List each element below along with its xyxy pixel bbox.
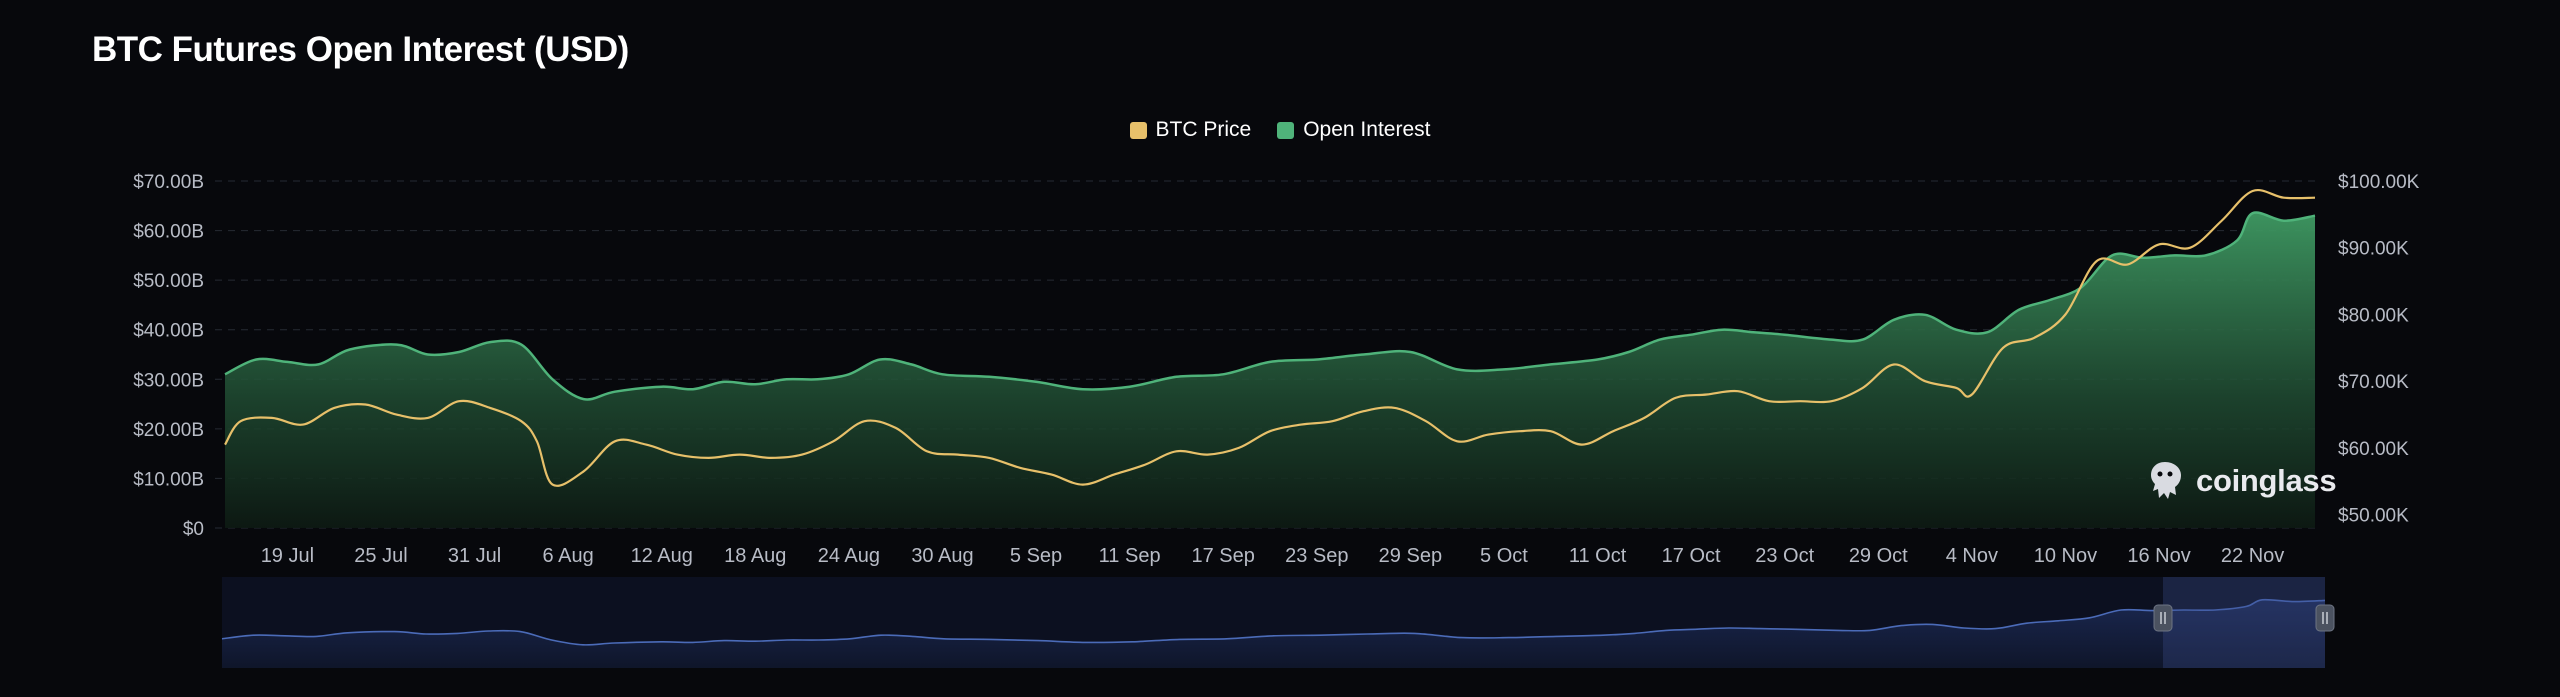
coinglass-watermark: coinglass [2142,458,2337,504]
right-tick-label: $50.00K [2338,506,2409,527]
x-tick-label: 11 Sep [1099,545,1161,567]
x-tick-label: 4 Nov [1946,545,1998,567]
left-tick-label: $20.00B [133,420,204,441]
right-tick-label: $70.00K [2338,372,2409,393]
x-tick-label: 30 Aug [911,545,973,567]
brand-name: coinglass [2196,463,2337,498]
open-interest-series [224,211,2316,528]
navigator-line [221,598,2326,646]
left-tick-label: $70.00B [133,172,204,193]
x-tick-label: 11 Oct [1569,545,1627,567]
right-tick-label: $90.00K [2338,239,2409,260]
open-interest-area [225,212,2315,528]
left-tick-label: $40.00B [133,321,204,342]
right-tick-label: $100.00K [2338,172,2420,193]
left-axis-ticks: $0 $10.00B $20.00B $30.00B $40.00B $50.00B $60… [133,172,204,540]
x-tick-label: 18 Aug [724,545,786,567]
left-tick-label: $10.00B [133,469,204,490]
left-tick-label: $0 [183,519,204,540]
range-navigator[interactable] [221,577,2335,668]
btc-price-series [224,189,2316,487]
legend-item-open-interest[interactable]: Open Interest [1277,118,1430,142]
right-tick-label: $80.00K [2338,305,2409,326]
btc-price-line [224,189,2316,487]
legend: BTC Price Open Interest [0,118,2560,142]
x-tick-label: 16 Nov [2127,545,2190,567]
x-tick-label: 25 Jul [354,545,407,567]
right-axis-ticks: $50.00K $60.00K $70.00K $80.00K $90.00K $100.… [2338,172,2420,527]
x-tick-label: 22 Nov [2221,545,2284,567]
left-tick-label: $50.00B [133,271,204,292]
open-interest-line [224,211,2316,401]
x-tick-label: 31 Jul [448,545,501,567]
x-axis-ticks: 19 Jul 25 Jul 31 Jul 6 Aug 12 Aug 18 Aug 24 Au… [261,545,2285,567]
x-tick-label: 12 Aug [631,545,693,567]
x-tick-label: 29 Oct [1849,545,1908,567]
right-tick-label: $60.00K [2338,439,2409,460]
legend-swatch-open-interest [1277,121,1295,139]
navigator-selection [2163,577,2325,668]
x-tick-label: 24 Aug [818,545,880,567]
x-tick-label: 10 Nov [2034,545,2097,567]
x-tick-label: 5 Oct [1480,545,1528,567]
legend-item-btc-price[interactable]: BTC Price [1129,118,1252,142]
coinglass-logo-icon [2151,462,2181,499]
legend-swatch-btc-price [1129,121,1147,139]
x-tick-label: 17 Oct [1662,545,1721,567]
x-tick-label: 6 Aug [543,545,594,567]
x-tick-label: 23 Sep [1285,545,1348,567]
navigator-area [222,599,2325,668]
navigator-handle-right[interactable] [2315,604,2335,632]
legend-label-open-interest: Open Interest [1303,118,1431,141]
navigator-handle-left[interactable] [2153,604,2173,632]
legend-label-btc-price: BTC Price [1155,118,1252,141]
x-tick-label: 19 Jul [261,545,314,567]
x-tick-label: 23 Oct [1755,545,1814,567]
left-tick-label: $30.00B [133,370,204,391]
x-tick-label: 5 Sep [1010,545,1062,567]
chart-title: BTC Futures Open Interest (USD) [92,30,629,69]
x-tick-label: 17 Sep [1192,545,1255,567]
x-tick-label: 29 Sep [1379,545,1442,567]
left-tick-label: $60.00B [133,222,204,243]
